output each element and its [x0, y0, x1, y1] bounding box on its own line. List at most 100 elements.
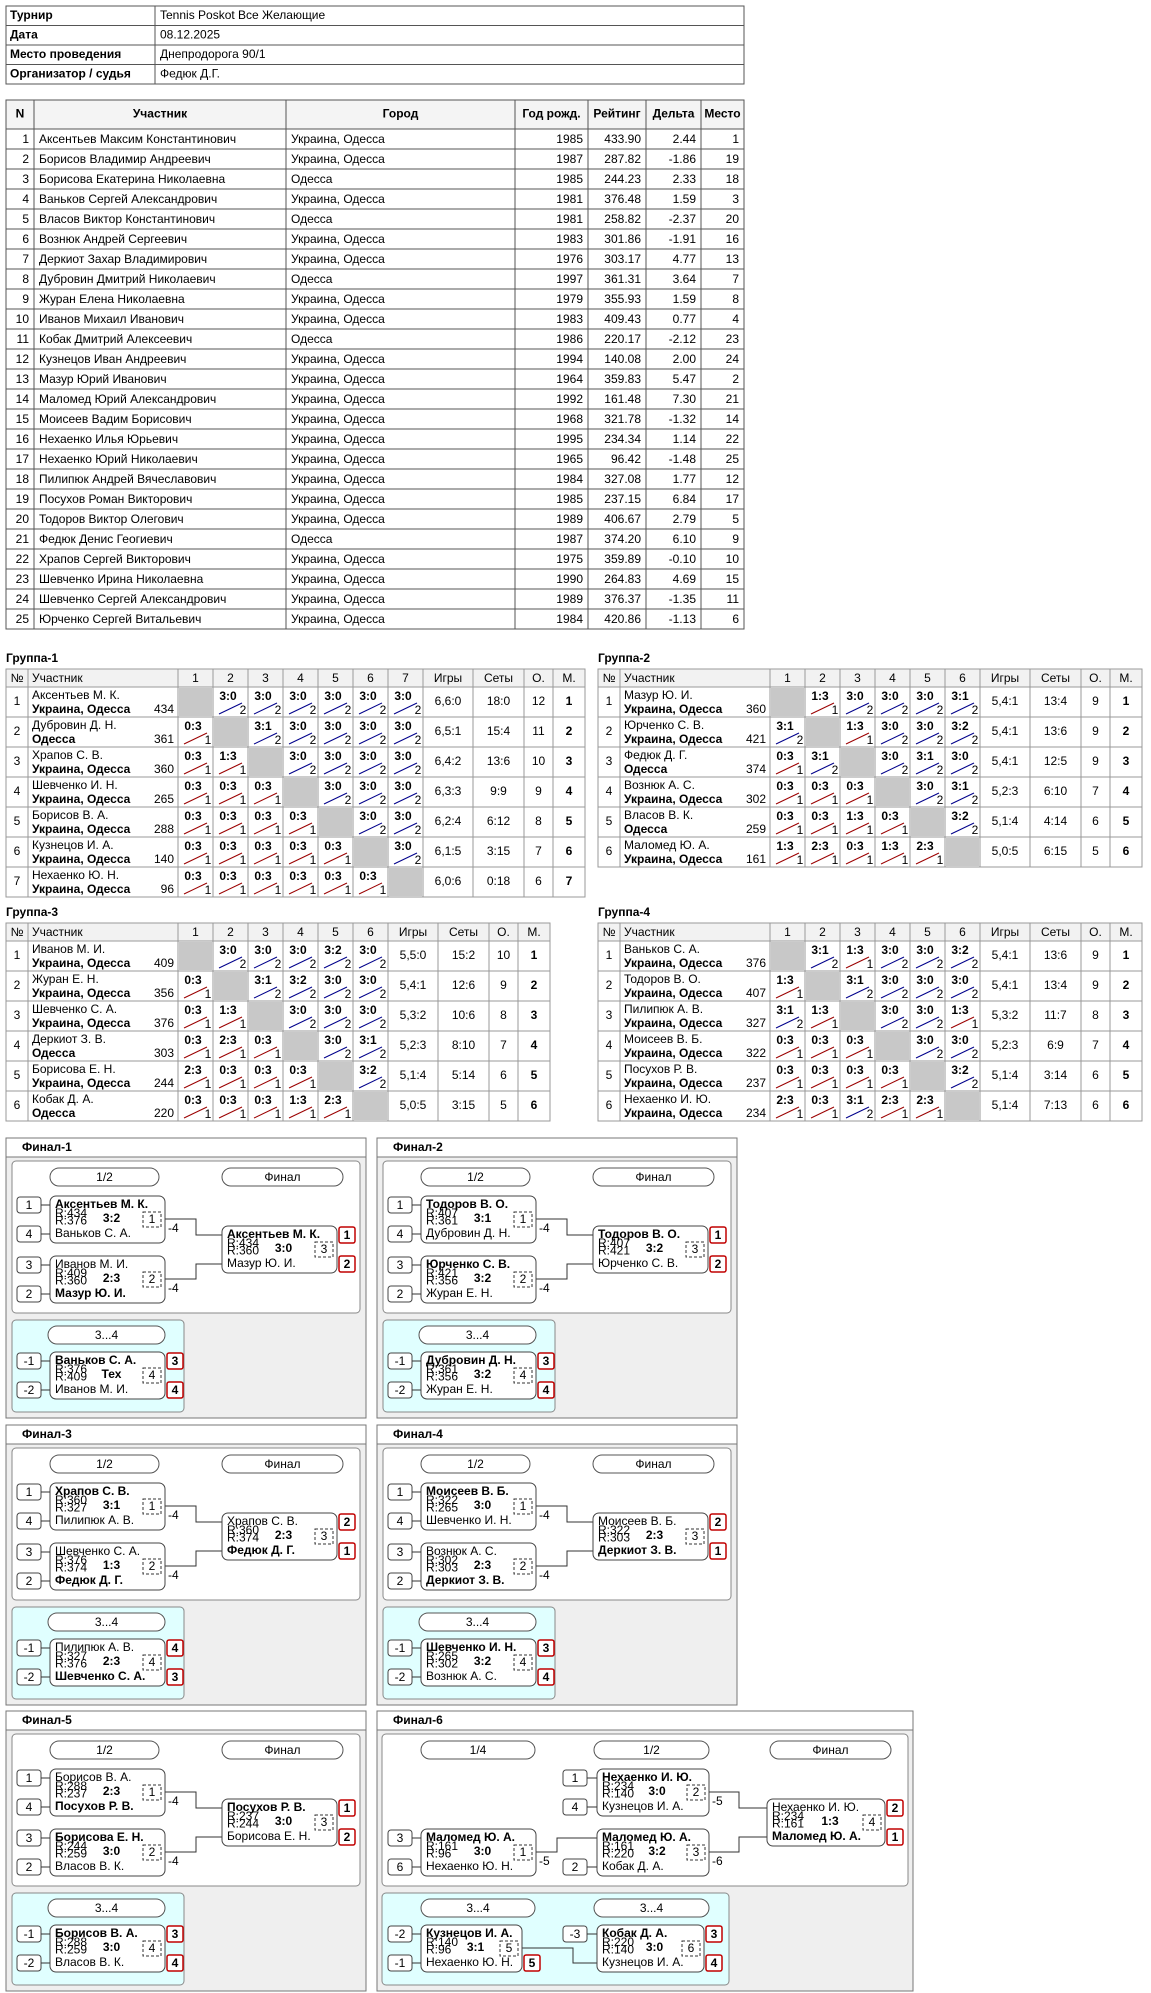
score-slash — [775, 1046, 800, 1059]
final-title: Финал-5 — [22, 1713, 72, 1727]
match-player: Вознюк А. С. — [426, 1544, 497, 1558]
group-cell — [619, 1000, 771, 1032]
final-place: 2 — [344, 1257, 351, 1271]
match-player: Пилипюк А. В. — [55, 1640, 134, 1654]
round-pill — [418, 1612, 537, 1632]
match-score: 3:1 — [811, 943, 829, 957]
seed: -2 — [395, 1383, 406, 1397]
group-cell — [517, 1060, 551, 1092]
group-cell — [177, 776, 214, 808]
match-score: 0:3 — [776, 809, 794, 823]
sets: 15:4 — [487, 724, 511, 738]
table-text: Одесса — [291, 332, 333, 346]
games: 6,1:5 — [435, 844, 462, 858]
match-result: 3:0 — [648, 1784, 666, 1798]
match-number-box — [685, 1528, 705, 1545]
round-label: Финал — [635, 1170, 671, 1184]
match-score: 3:0 — [219, 943, 237, 957]
match-score: 0:3 — [324, 869, 342, 883]
group-cell — [979, 746, 1031, 778]
match-number-box — [513, 1498, 533, 1515]
score-slash — [218, 1046, 243, 1059]
match-box — [221, 1225, 338, 1274]
match-score: 3:0 — [359, 749, 377, 763]
group-column-header: 7 — [402, 671, 409, 685]
score-slash — [183, 1016, 208, 1029]
match-player: Вознюк А. С. — [426, 1669, 497, 1683]
match-score: 2:3 — [776, 1093, 794, 1107]
loser-next: -4 — [168, 1508, 179, 1522]
match-score: 0:3 — [776, 1033, 794, 1047]
group-cell — [387, 970, 439, 1002]
player-city: Украина, Одесса — [624, 702, 723, 716]
table-text: 20 — [16, 512, 30, 526]
match-result: 3:2 — [648, 1844, 666, 1858]
table-text: 1.77 — [673, 472, 697, 486]
match-score: 3:0 — [916, 943, 934, 957]
column-header: N — [16, 107, 25, 121]
score-slash — [845, 732, 870, 745]
score-slash — [288, 822, 313, 835]
match-number: 2 — [149, 1272, 156, 1286]
final-place: 3 — [172, 1670, 179, 1684]
bracket-line — [536, 1550, 593, 1567]
match-player: Юрченко С. В. — [598, 1256, 678, 1270]
games: 6,3:3 — [435, 784, 462, 798]
final-place: 3 — [172, 1354, 179, 1368]
match-rating: R:237 — [227, 1809, 259, 1823]
group-cell — [1109, 1090, 1143, 1122]
final-place: 1 — [344, 1801, 351, 1815]
match-points: 1 — [972, 1017, 979, 1031]
match-score: 0:3 — [881, 809, 899, 823]
table-text: 23 — [16, 572, 30, 586]
table-text: 12 — [16, 352, 30, 366]
score-slash — [880, 1016, 905, 1029]
match-score: 3:0 — [324, 1033, 342, 1047]
group-cell — [247, 940, 284, 972]
loser-next: -4 — [539, 1221, 550, 1235]
match-player: Борисова Е. Н. — [227, 1829, 311, 1843]
group-cell — [352, 716, 389, 748]
match-score: 3:1 — [951, 689, 969, 703]
match-result: 3:0 — [474, 1844, 492, 1858]
seed: 4 — [26, 1800, 33, 1814]
points: 9 — [1092, 694, 1099, 708]
group-cell — [282, 686, 319, 718]
match-number-box — [314, 1241, 334, 1258]
match-player: Храпов С. В. — [227, 1514, 298, 1528]
table-text: Ваньков Сергей Александрович — [39, 192, 217, 206]
group-cell — [317, 776, 354, 808]
match-result: 2:3 — [103, 1654, 121, 1668]
table-text: 0.77 — [673, 312, 697, 326]
table-text: 409.43 — [604, 312, 641, 326]
final-title-bar — [376, 1710, 914, 1731]
seed: -2 — [395, 1927, 406, 1941]
table-text: 18 — [16, 472, 30, 486]
round-label: 1/2 — [96, 1743, 113, 1757]
place-box — [166, 1925, 184, 1943]
points: 6 — [1092, 1068, 1099, 1082]
table-text: 1986 — [556, 332, 583, 346]
group-cell — [619, 1060, 771, 1092]
score-slash — [915, 702, 940, 715]
match-points: 2 — [275, 703, 282, 717]
match-score: 1:3 — [219, 1003, 237, 1017]
match-rating: R:356 — [426, 1274, 458, 1288]
match-score: 0:3 — [184, 1093, 202, 1107]
match-rating: R:421 — [426, 1266, 458, 1280]
group-cell — [437, 940, 490, 972]
group-cell — [1109, 746, 1143, 778]
self-cell — [179, 688, 212, 716]
score-slash — [845, 822, 870, 835]
score-slash — [810, 1076, 835, 1089]
round-label: 1/4 — [470, 1743, 487, 1757]
match-player: Аксентьев М. К. — [55, 1197, 148, 1211]
place-box — [537, 1381, 555, 1399]
score-slash — [183, 792, 208, 805]
group-cell — [909, 746, 946, 778]
table-cell — [5, 248, 35, 270]
match-points: 1 — [902, 853, 909, 867]
match-box — [420, 1828, 537, 1877]
player-rating: 302 — [746, 792, 766, 806]
place: 5 — [531, 1068, 538, 1082]
